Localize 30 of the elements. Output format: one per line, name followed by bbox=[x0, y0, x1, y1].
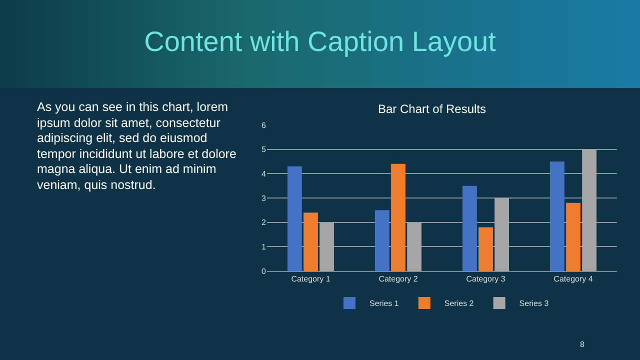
y-tick-label: 1 bbox=[262, 242, 267, 252]
bar bbox=[582, 149, 597, 271]
x-tick-label: Category 1 bbox=[291, 274, 331, 284]
y-tick-label: 2 bbox=[262, 218, 267, 228]
text: 8 bbox=[580, 340, 584, 349]
y-tick-label: 6 bbox=[262, 120, 267, 130]
text: Content with Caption Layout bbox=[143, 26, 497, 58]
y-tick-label: 4 bbox=[262, 169, 267, 178]
bar bbox=[407, 222, 422, 271]
x-tick-label: Category 4 bbox=[554, 274, 594, 284]
bar bbox=[478, 227, 493, 271]
x-tick-label: Category 2 bbox=[378, 274, 418, 284]
bar bbox=[391, 164, 406, 271]
bar bbox=[494, 198, 510, 271]
legend-label: Series 3 bbox=[519, 299, 550, 308]
y-tick-label: 3 bbox=[262, 194, 267, 203]
y-tick-label: 0 bbox=[262, 266, 267, 276]
bar bbox=[304, 212, 318, 271]
x-tick-label: Category 3 bbox=[466, 274, 506, 284]
bar bbox=[462, 186, 477, 271]
bar bbox=[374, 210, 390, 271]
y-tick-label: 5 bbox=[262, 145, 267, 154]
text: As you can see in this chart, lorem ipsum dolor sit amet, consectetur adipiscing elit, sed do eiusmod tempor incididunt ut labore et dolore magna aliqua. Ut enim ad minim veniam, quis nostrud. bbox=[37, 100, 237, 193]
legend-label: Series 1 bbox=[370, 299, 400, 308]
chart-title: Bar Chart of Results bbox=[378, 102, 486, 116]
bar bbox=[287, 166, 302, 271]
bar bbox=[566, 202, 580, 271]
bar bbox=[320, 222, 334, 271]
legend-label: Series 2 bbox=[444, 299, 474, 308]
bar bbox=[550, 162, 564, 271]
